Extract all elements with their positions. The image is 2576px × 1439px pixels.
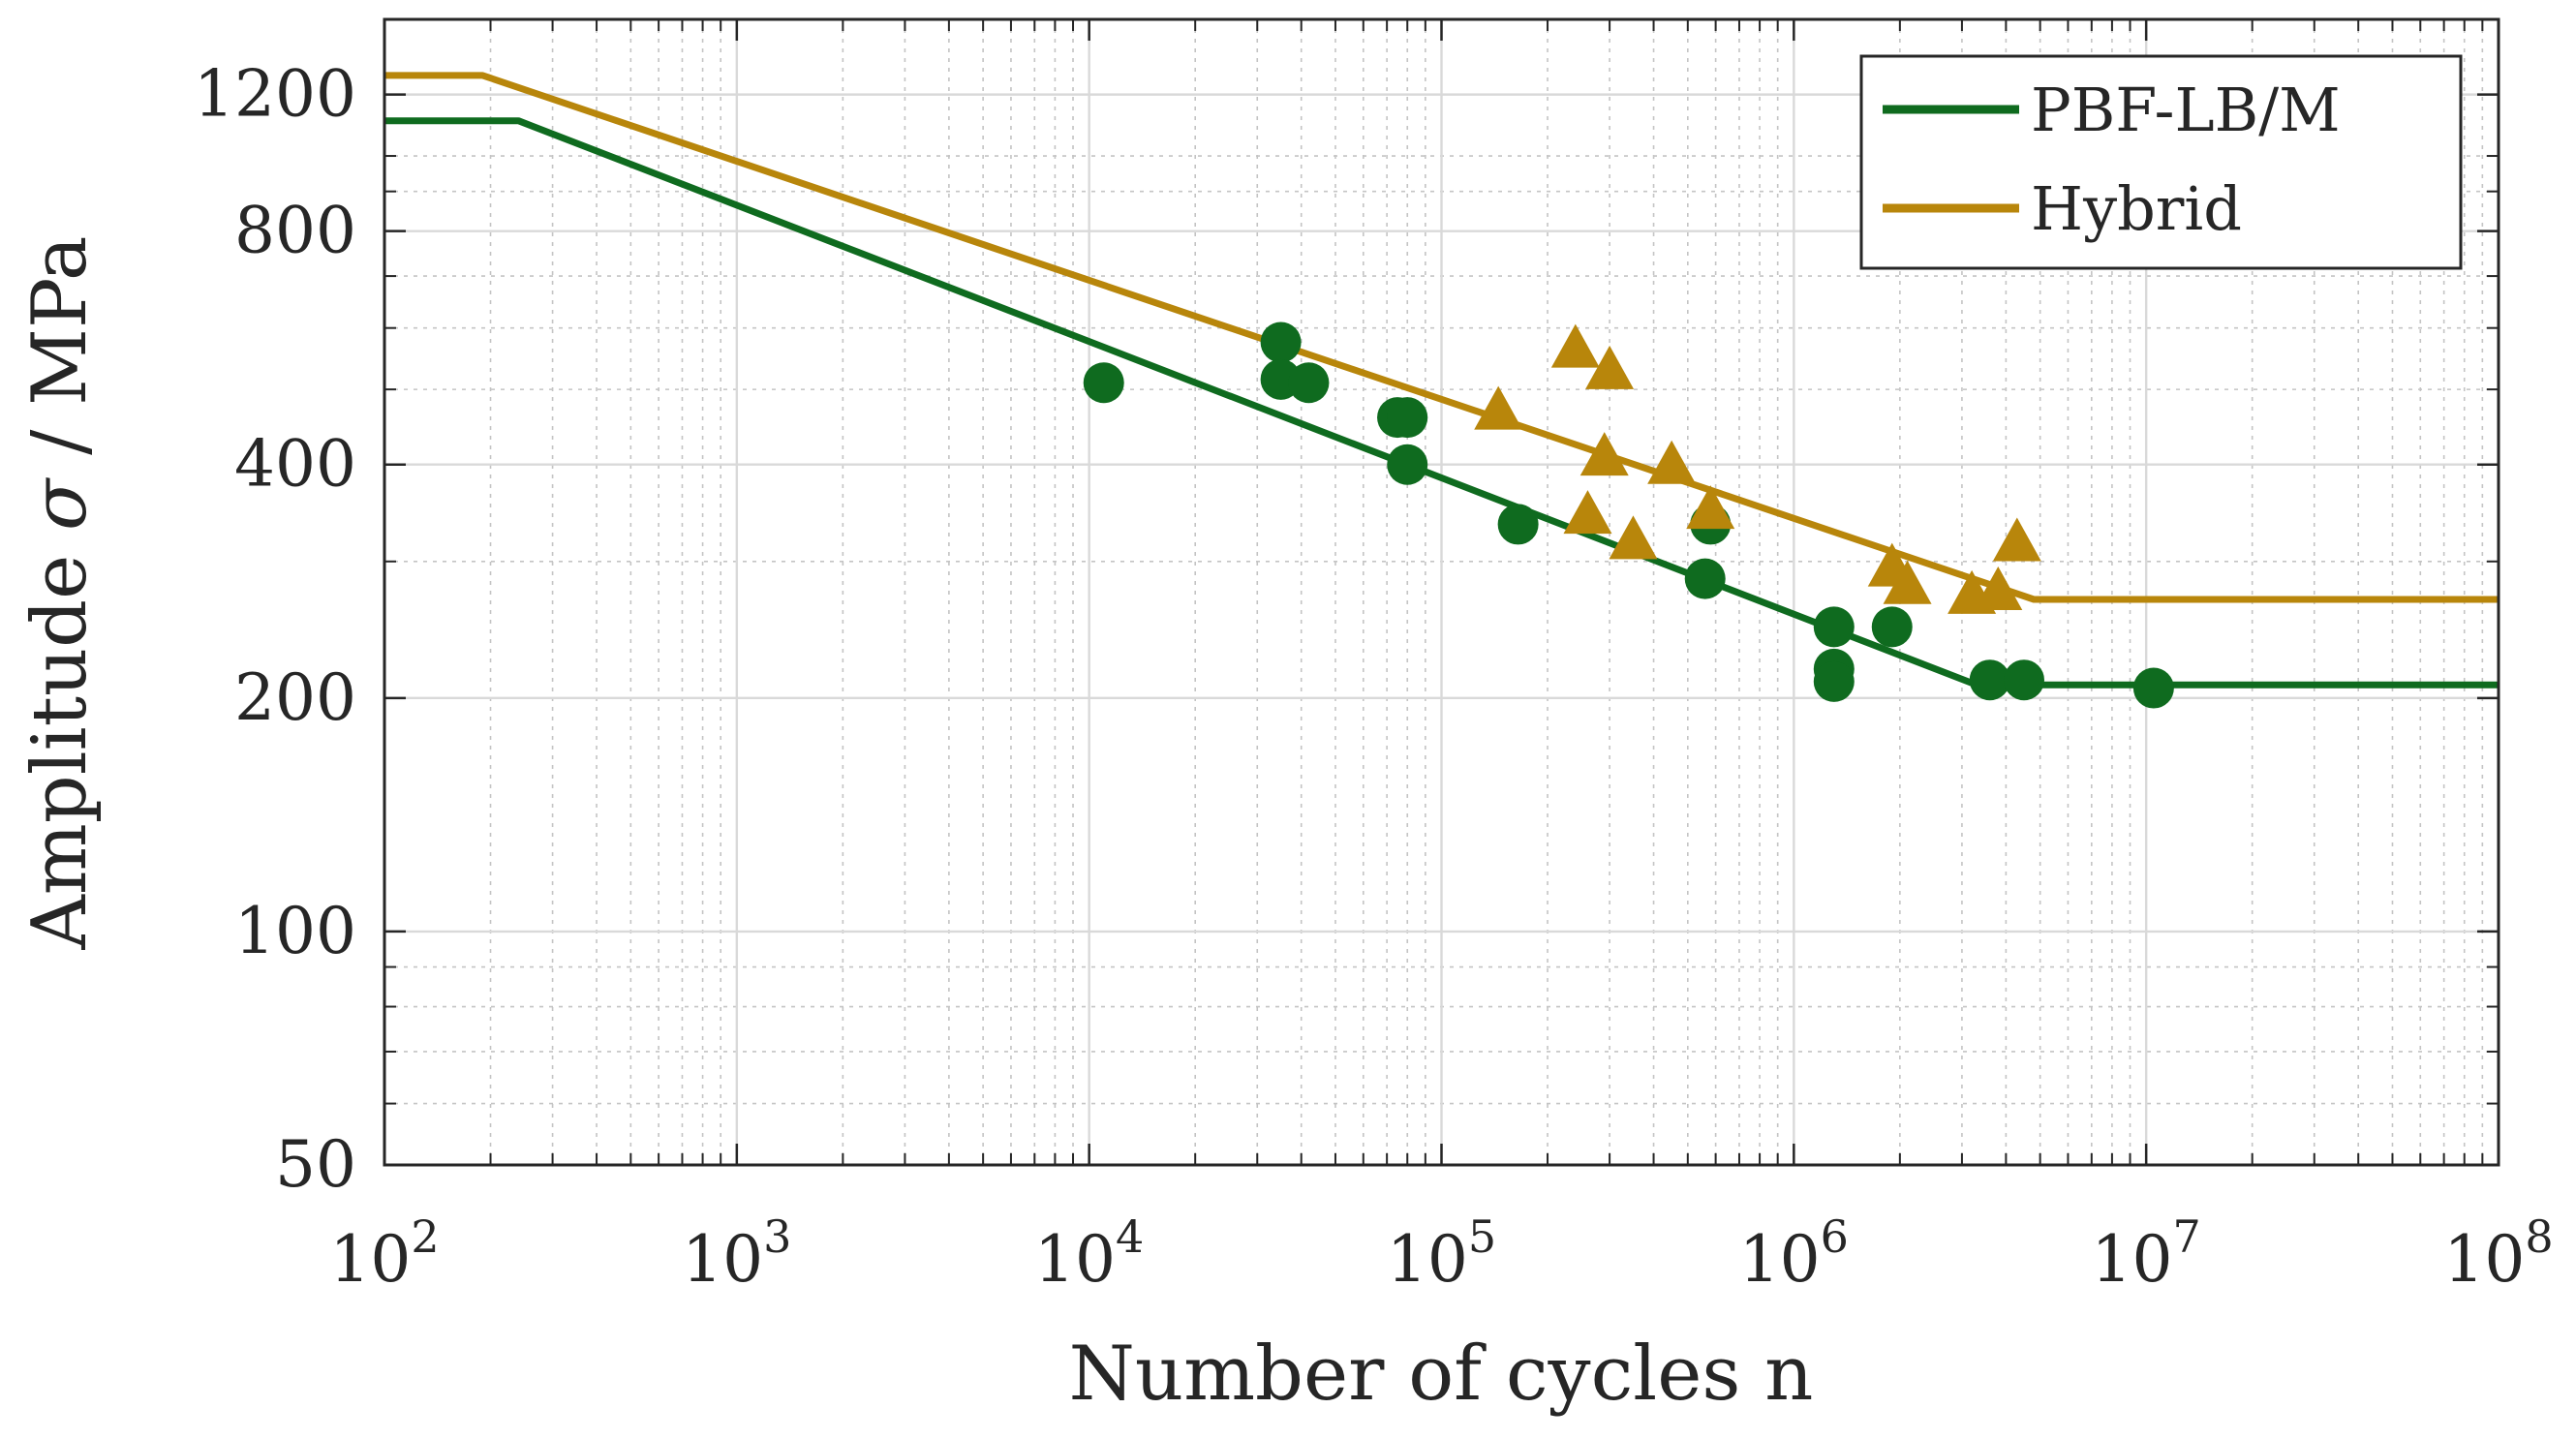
data-point-triangle [1686,485,1735,530]
data-point-circle [1969,659,2010,701]
x-axis-label: Number of cycles n [1069,1331,1814,1418]
data-point-triangle [1992,517,2041,562]
data-point-triangle [1974,566,2023,611]
x-tick-label: 106 [1739,1210,1849,1297]
data-point-triangle [1579,432,1629,476]
legend: PBF-LB/M Hybrid [1859,54,2463,270]
data-point-triangle [1585,345,1635,389]
x-tick-label: 105 [1387,1210,1496,1297]
data-point-circle [2132,667,2174,709]
data-point-circle [1497,504,1539,545]
data-point-circle [1387,397,1428,439]
data-point-triangle [1883,560,1932,604]
y-axis-label-symbol: σ [16,477,104,531]
data-point-circle [1387,444,1428,485]
data-point-circle [1684,558,1726,599]
x-tick-label: 103 [682,1210,791,1297]
y-tick-labels: 50 100 200 400 800 1200 [194,57,356,1202]
data-point-circle [2003,659,2044,701]
y-axis-label-unit: / MPa [16,235,104,454]
axis-ticks [383,19,2500,1167]
y-tick-label: 50 [275,1127,356,1202]
y-tick-label: 200 [234,660,356,735]
data-point-circle [1813,606,1855,648]
x-tick-label: 104 [1034,1210,1144,1297]
data-point-circle [1871,606,1913,648]
y-tick-label: 800 [234,194,356,268]
fit-line-pbf-lb-m [384,117,2499,689]
legend-box [1859,54,2463,270]
data-point-circle [1083,362,1124,404]
data-point-circle [1288,362,1330,404]
x-tick-label: 102 [329,1210,439,1297]
x-tick-label: 108 [2443,1210,2553,1297]
data-point-triangle [1474,385,1523,430]
data-point-circle [1813,660,1855,702]
data-point-triangle [1609,515,1658,560]
y-tick-label: 100 [234,894,356,968]
fit-line-hybrid [384,72,2499,603]
y-tick-label: 1200 [194,57,356,132]
data-point-triangle [1647,440,1697,484]
y-tick-label: 400 [234,427,356,502]
x-tick-labels: 102 103 104 105 106 107 108 [329,1210,2553,1297]
data-point-triangle [1550,323,1600,368]
legend-label-hybrid: Hybrid [2031,173,2242,244]
x-tick-label: 107 [2092,1210,2201,1297]
y-axis-label: Amplitude σ / MPa [16,235,104,950]
legend-label-pbf-lb-m: PBF-LB/M [2031,75,2341,145]
fit-lines [384,72,2499,689]
data-point-triangle [1563,490,1612,535]
data-point-circle [1260,321,1302,363]
y-axis-label-text: Amplitude [16,555,104,951]
data-markers [1083,321,2174,709]
